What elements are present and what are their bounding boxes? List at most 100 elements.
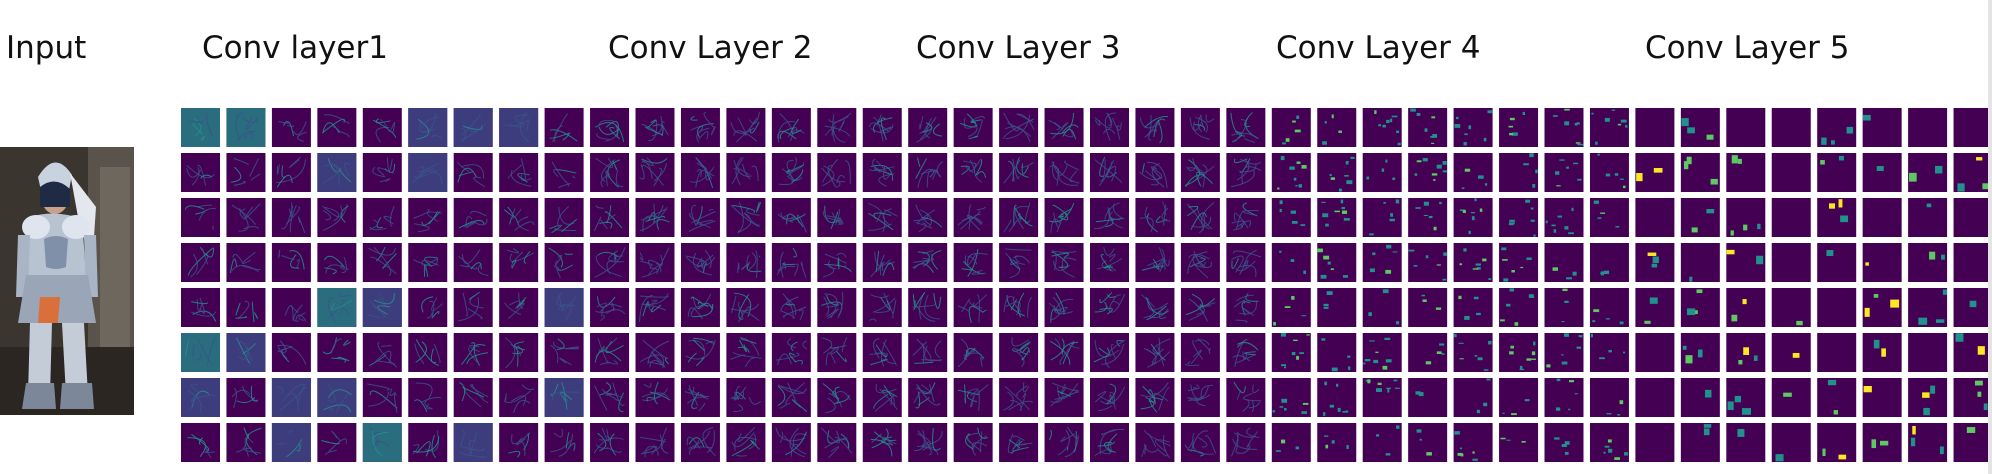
conv-layer-4-map — [1453, 108, 1493, 147]
conv-layer-4-map — [1317, 153, 1357, 192]
conv-layer-4-map — [1453, 333, 1493, 372]
conv-layer-2-map — [726, 288, 766, 327]
conv-layer-2-map — [726, 378, 766, 417]
conv-layer-5-map — [1680, 108, 1720, 147]
conv-layer-1-map — [408, 243, 448, 282]
conv-layer-1-map — [181, 108, 220, 147]
conv-layer-4-map — [1453, 243, 1493, 282]
conv-layer-2-map — [908, 378, 948, 417]
conv-layer-4-map — [1408, 288, 1448, 327]
conv-layer-3-map — [953, 198, 993, 237]
conv-layer-5-map — [1953, 423, 1992, 462]
conv-layer-3-map — [953, 108, 993, 147]
conv-layer-1-map — [544, 423, 584, 462]
conv-layer-2-map — [771, 198, 811, 237]
conv-layer-3-map — [1135, 423, 1175, 462]
conv-layer-3-map — [953, 288, 993, 327]
conv-layer-3-map — [1135, 153, 1175, 192]
conv-layer-1-map — [408, 333, 448, 372]
conv-layer-2-map — [590, 198, 630, 237]
conv-layer-4-map — [1317, 378, 1357, 417]
conv-layer-2-map — [726, 108, 766, 147]
conv-layer-2-map — [635, 423, 675, 462]
conv-layer-2-map — [590, 243, 630, 282]
conv-layer-3-map — [1135, 243, 1175, 282]
conv-layer-3-map — [1180, 423, 1220, 462]
conv-layer-4-map — [1408, 198, 1448, 237]
conv-layer-1-map — [226, 378, 266, 417]
conv-layer-3-map — [1090, 333, 1129, 372]
conv-layer-5-map — [1908, 288, 1948, 327]
conv-layer-5-map — [1817, 108, 1857, 147]
conv-layer-4-map — [1499, 423, 1539, 462]
conv-layer-1-map — [499, 333, 539, 372]
conv-layer-5-map — [1680, 333, 1720, 372]
conv-layer-5-map — [1635, 243, 1675, 282]
conv-layer-4-map — [1499, 333, 1539, 372]
conv-layer-5-map — [1771, 333, 1811, 372]
conv-layer-1-map — [544, 198, 584, 237]
conv-layer-5-map — [1680, 198, 1720, 237]
conv-layer-3-map — [953, 378, 993, 417]
conv-layer-4-map — [1499, 198, 1539, 237]
conv-layer-2-map — [635, 243, 675, 282]
conv-layer-1-map — [453, 378, 493, 417]
conv-layer-1-map — [499, 198, 539, 237]
conv-layer-1-map — [362, 198, 402, 237]
conv-layer-2-map — [908, 108, 948, 147]
conv-layer-3-map — [1090, 423, 1129, 462]
conv-layer-2-map — [817, 333, 857, 372]
conv-layer-3-map — [1044, 198, 1084, 237]
conv-layer-5-map — [1862, 423, 1902, 462]
conv-layer-1-map — [271, 423, 311, 462]
conv-layer-2-map — [817, 108, 857, 147]
conv-layer-5-map — [1953, 243, 1992, 282]
conv-layer-3-map — [1226, 243, 1266, 282]
conv-layer-4-map — [1589, 288, 1629, 327]
conv-layer-5-map — [1771, 378, 1811, 417]
conv-layer-1-map — [408, 378, 448, 417]
conv-layer-2-map — [726, 333, 766, 372]
conv-layer-1-map — [317, 198, 357, 237]
conv-layer-1-map — [271, 153, 311, 192]
conv-layer-5-map — [1726, 333, 1766, 372]
conv-layer-1-map — [453, 198, 493, 237]
conv-layer-2-map — [908, 153, 948, 192]
conv-layer-4-map — [1317, 243, 1357, 282]
conv-layer-4-map — [1544, 288, 1584, 327]
conv-layer-5-map — [1817, 153, 1857, 192]
conv-layer-3-map — [1180, 378, 1220, 417]
conv-layer-2-map — [590, 378, 630, 417]
conv-layer-1-map — [362, 153, 402, 192]
conv-layer-4-map — [1362, 153, 1402, 192]
conv-layer-4-map — [1408, 108, 1448, 147]
conv-layer-4-map — [1453, 288, 1493, 327]
title-conv-layer-2: Conv Layer 2 — [608, 30, 813, 66]
conv-layer-5-map — [1726, 198, 1766, 237]
conv-layer-3-map — [1226, 288, 1266, 327]
conv-layer-2-map — [680, 288, 720, 327]
conv-layer-4-map — [1544, 108, 1584, 147]
conv-layer-3-map — [1044, 333, 1084, 372]
conv-layer-1-map — [499, 153, 539, 192]
conv-layer-3-map — [1090, 243, 1129, 282]
conv-layer-1-map — [271, 108, 311, 147]
conv-layer-2-map — [771, 153, 811, 192]
conv-layer-5-map — [1908, 333, 1948, 372]
conv-layer-1-map — [226, 243, 266, 282]
conv-layer-1-map — [544, 288, 584, 327]
conv-layer-1-map — [317, 333, 357, 372]
conv-layer-1-map — [499, 288, 539, 327]
conv-layer-3-map — [1135, 108, 1175, 147]
conv-layer-1-map — [453, 108, 493, 147]
conv-layer-1-map — [271, 288, 311, 327]
conv-layer-5-map — [1635, 108, 1675, 147]
conv-layer-5-map — [1817, 378, 1857, 417]
conv-layer-1-map — [317, 243, 357, 282]
conv-layer-5-map — [1953, 288, 1992, 327]
conv-layer-2-map — [908, 423, 948, 462]
conv-layer-4-map — [1453, 378, 1493, 417]
conv-layer-3-map — [1090, 108, 1129, 147]
conv-layer-2-map — [771, 288, 811, 327]
